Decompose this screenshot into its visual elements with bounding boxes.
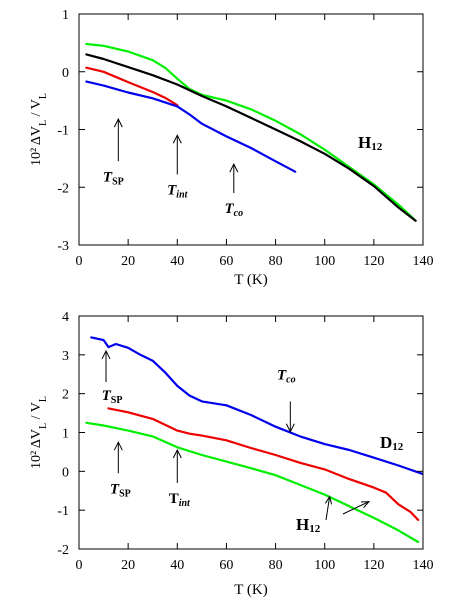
y-axis-label: 10² ΔVL / VL [29,93,49,166]
bottom-chart-panel: 0 20 40 60 80 100 120 140 4 3 2 1 0 -1 -2 T (K) 10² ΔVL … [29,310,434,598]
annotation-arrow-head [229,163,239,173]
series-line-0 [90,336,423,476]
panel-label-h12: H12 [358,133,383,153]
y-tick-label: 4 [62,310,69,325]
x-tick-label: 60 [219,558,233,573]
panel-label-h12: H12 [296,515,321,535]
y-tick-label: -1 [57,504,69,519]
series-line-3 [85,80,297,173]
y-tick-label: 0 [62,465,69,480]
y-tick-label: -2 [57,543,69,558]
annotation-arrow-head [113,441,123,451]
annotation-label-t-co: Tco [224,201,243,219]
x-tick-label: 100 [314,558,335,573]
x-axis-label: T (K) [234,582,267,598]
x-tick-label: 20 [121,558,135,573]
x-tick-label: 0 [76,254,83,269]
h12-leader-to-red [342,501,370,515]
annotation-label-t-int: Tint [169,491,191,509]
y-tick-label: -1 [57,124,69,139]
x-tick-label: 0 [76,558,83,573]
top-chart-panel: 0 20 40 60 80 100 120 140 1 0 -1 -2 -3 T (K) 10² ΔVL /… [29,8,434,288]
annotation-label-t-int: Tint [167,183,189,201]
y-tick-label: -2 [57,181,69,196]
annotation-arrow-head [101,349,111,360]
x-tick-label: 80 [269,558,283,573]
y-tick-label: 1 [62,427,69,442]
y-tick-label: -3 [57,239,69,254]
series-line-2 [85,421,420,544]
plot-frame [78,13,424,246]
h12-leader-arrowhead-1 [360,501,371,508]
x-tick-label: 20 [121,254,135,269]
x-axis-label: T (K) [234,272,267,288]
plot-frame [78,315,424,550]
y-tick-label: 2 [62,388,69,403]
x-tick-label: 40 [170,254,184,269]
y-tick-label: 3 [62,349,69,364]
x-tick-label: 60 [219,254,233,269]
x-tick-label: 40 [170,558,184,573]
h12-leader-arrowhead-0 [324,495,333,505]
h12-leader-to-green [325,496,331,521]
series-line-0 [85,42,417,222]
annotation-arrow-head [285,423,295,433]
y-tick-label: 1 [62,8,69,23]
series-line-1 [85,53,417,222]
y-axis-label: 10² ΔVL / VL [29,396,49,469]
annotation-label-t-sp: TSP [102,388,123,406]
annotation-arrow-head [172,134,182,144]
annotation-label-t-sp: TSP [103,169,124,187]
y-tick-label: 0 [62,66,69,81]
annotation-arrow-head [113,117,123,128]
x-tick-label: 80 [269,254,283,269]
series-line-2 [85,66,179,107]
x-tick-label: 100 [314,254,335,269]
x-tick-label: 140 [413,254,434,269]
panel-label-d12: D12 [380,433,404,453]
annotation-arrow-head [172,448,182,459]
x-tick-label: 120 [363,254,384,269]
x-tick-label: 140 [413,558,434,573]
series-line-1 [107,407,420,522]
annotation-label-t-sp: TSP [110,481,131,499]
annotation-label-t-co: Tco [277,367,296,385]
x-tick-label: 120 [363,558,384,573]
